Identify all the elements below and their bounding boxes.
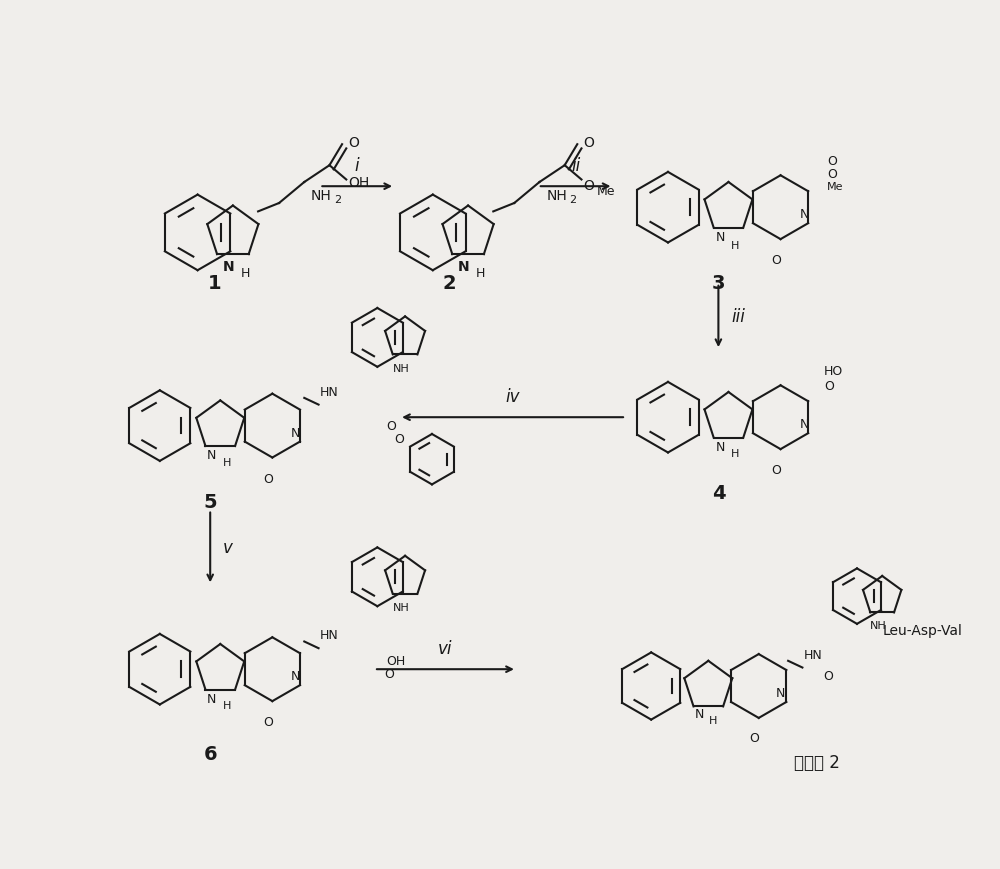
Text: N: N — [291, 670, 301, 683]
Text: N: N — [799, 418, 809, 431]
Text: O: O — [394, 432, 404, 445]
Text: NH: NH — [393, 602, 409, 613]
Text: Leu-Asp-Val: Leu-Asp-Val — [882, 623, 962, 637]
Text: i: i — [355, 156, 360, 175]
Text: HN: HN — [320, 386, 339, 398]
Text: iii: iii — [731, 308, 745, 326]
Text: NH: NH — [393, 363, 409, 373]
Text: O: O — [827, 156, 837, 169]
Text: HN: HN — [320, 629, 339, 641]
Text: O: O — [771, 254, 781, 267]
Text: N: N — [776, 687, 785, 700]
Text: HN: HN — [804, 648, 823, 661]
Text: O: O — [827, 168, 837, 181]
Text: H: H — [709, 715, 718, 726]
Text: HO: HO — [824, 365, 843, 378]
Text: N: N — [207, 693, 217, 706]
Text: NH: NH — [546, 189, 567, 202]
Text: O: O — [583, 178, 594, 192]
Text: N: N — [799, 209, 809, 222]
Text: H: H — [731, 448, 739, 459]
Text: OH: OH — [348, 176, 369, 189]
Text: O: O — [348, 136, 359, 149]
Text: O: O — [750, 731, 759, 744]
Text: 5: 5 — [203, 492, 217, 511]
Text: 化合物 2: 化合物 2 — [794, 753, 840, 771]
Text: ii: ii — [571, 156, 580, 175]
Text: H: H — [223, 700, 231, 711]
Text: Me: Me — [597, 185, 615, 197]
Text: 2: 2 — [569, 195, 576, 204]
Text: O: O — [263, 715, 273, 728]
Text: H: H — [731, 241, 739, 251]
Text: 2: 2 — [443, 274, 456, 293]
Text: N: N — [695, 707, 705, 720]
Text: 3: 3 — [712, 274, 725, 293]
Text: O: O — [384, 667, 394, 680]
Text: O: O — [823, 670, 833, 683]
Text: N: N — [458, 260, 470, 274]
Text: H: H — [223, 457, 231, 468]
Text: Me: Me — [827, 182, 843, 192]
Text: vi: vi — [438, 639, 453, 657]
Text: H: H — [241, 267, 250, 280]
Text: N: N — [207, 449, 217, 462]
Text: H: H — [476, 267, 485, 280]
Text: N: N — [715, 441, 725, 454]
Text: N: N — [223, 260, 234, 274]
Text: O: O — [386, 420, 396, 433]
Text: 6: 6 — [203, 744, 217, 763]
Text: 2: 2 — [334, 195, 341, 204]
Text: O: O — [771, 464, 781, 477]
Text: NH: NH — [311, 189, 332, 202]
Text: O: O — [824, 380, 834, 392]
Text: iv: iv — [505, 388, 520, 405]
Text: O: O — [583, 136, 594, 149]
Text: N: N — [715, 231, 725, 244]
Text: N: N — [291, 427, 301, 440]
Text: NH: NH — [870, 620, 886, 630]
Text: OH: OH — [386, 654, 405, 667]
Text: 1: 1 — [208, 274, 221, 293]
Text: 4: 4 — [712, 484, 725, 503]
Text: O: O — [263, 472, 273, 485]
Text: v: v — [223, 539, 233, 557]
